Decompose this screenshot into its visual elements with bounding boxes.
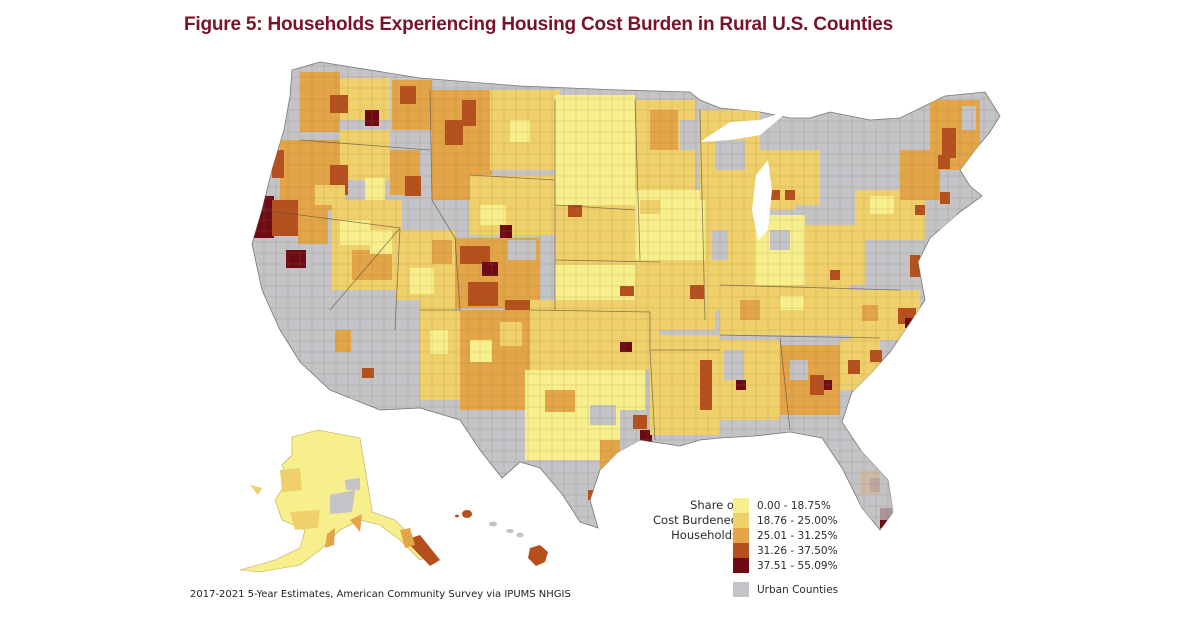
legend-class-5: 37.51 - 55.09% bbox=[733, 558, 838, 573]
legend-class-4: 31.26 - 37.50% bbox=[733, 543, 838, 558]
legend-swatch-2 bbox=[733, 513, 749, 528]
legend-class-1: 0.00 - 18.75% bbox=[733, 498, 838, 513]
county-fills bbox=[252, 62, 1000, 530]
legend-class-3: 25.01 - 31.25% bbox=[733, 528, 838, 543]
legend-label-urban: Urban Counties bbox=[757, 583, 839, 596]
lake-superior bbox=[700, 110, 790, 142]
legend-label-3: 25.01 - 31.25% bbox=[757, 529, 838, 542]
hawaii-inset bbox=[455, 510, 548, 566]
legend-swatch-5 bbox=[733, 558, 749, 573]
legend-swatch-urban bbox=[733, 582, 749, 597]
legend-label-1: 0.00 - 18.75% bbox=[757, 499, 831, 512]
legend-swatch-3 bbox=[733, 528, 749, 543]
legend-label-4: 31.26 - 37.50% bbox=[757, 544, 838, 557]
legend-class-2: 18.76 - 25.00% bbox=[733, 513, 838, 528]
legend-heading-line-3: Households bbox=[671, 528, 738, 542]
legend-heading-line-1: Share of bbox=[690, 498, 738, 512]
legend-heading: Share of Cost Burdened Households bbox=[653, 498, 738, 543]
source-note: 2017-2021 5-Year Estimates, American Com… bbox=[190, 589, 571, 600]
legend-label-2: 18.76 - 25.00% bbox=[757, 514, 838, 527]
legend-swatch-1 bbox=[733, 498, 749, 513]
legend-heading-line-2: Cost Burdened bbox=[653, 513, 738, 527]
alaska-inset bbox=[239, 429, 440, 573]
state-boundaries bbox=[261, 89, 901, 441]
legend-label-5: 37.51 - 55.09% bbox=[757, 559, 838, 572]
legend-classes: 0.00 - 18.75% 18.76 - 25.00% 25.01 - 31.… bbox=[733, 498, 838, 573]
figure-title: Figure 5: Households Experiencing Housin… bbox=[184, 14, 893, 35]
legend-swatch-4 bbox=[733, 543, 749, 558]
legend-urban-class: Urban Counties bbox=[733, 582, 838, 597]
map-legend: Share of Cost Burdened Households 0.00 -… bbox=[640, 498, 880, 602]
lake-michigan bbox=[752, 160, 772, 240]
